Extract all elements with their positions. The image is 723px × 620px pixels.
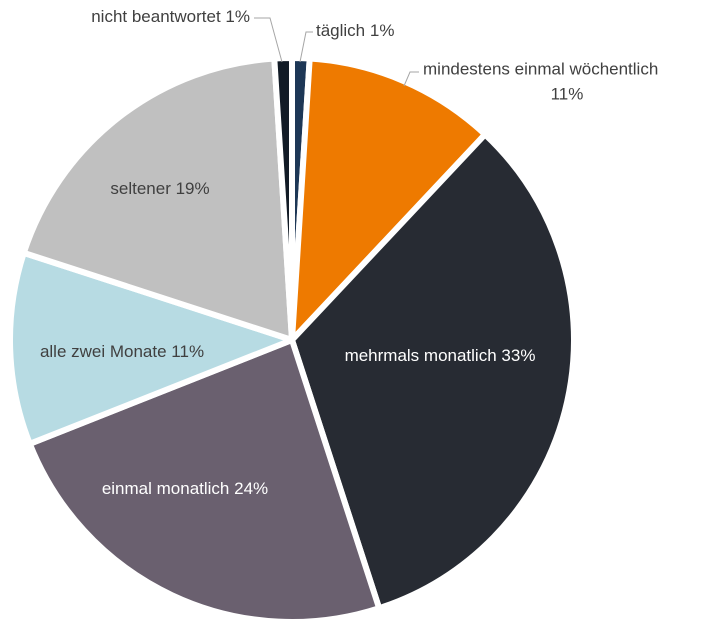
- category-label: alle zwei Monate: [40, 342, 167, 361]
- value-label: 19%: [176, 179, 210, 198]
- slice-label: täglich 1%: [316, 21, 394, 40]
- slice-label: mindestens einmal wöchentlich: [423, 59, 658, 78]
- slice-label: nicht beantwortet 1%: [91, 7, 250, 26]
- category-label: täglich: [316, 21, 365, 40]
- pie-slice: [289, 55, 489, 343]
- pie-slice: [289, 131, 577, 612]
- value-label: 24%: [234, 479, 268, 498]
- category-label: mehrmals monatlich: [345, 346, 497, 365]
- pie-slice: [7, 249, 295, 447]
- value-label: 1%: [370, 21, 395, 40]
- value-label: 11%: [171, 342, 204, 361]
- category-label: seltener: [110, 179, 171, 198]
- category-label: einmal monatlich: [102, 479, 230, 498]
- slice-label: alle zwei Monate 11%: [40, 342, 204, 361]
- value-label: 11%: [551, 84, 584, 103]
- slice-label: mehrmals monatlich 33%: [345, 346, 536, 365]
- leader-line: [254, 17, 283, 63]
- pie-slice: [271, 55, 295, 343]
- leader-line: [299, 31, 313, 63]
- leader-line: [403, 71, 419, 87]
- slice-label: einmal monatlich 24%: [102, 479, 268, 498]
- slice-label: seltener 19%: [110, 179, 209, 198]
- value-label: 1%: [225, 7, 250, 26]
- pie-slice: [20, 55, 295, 343]
- value-label: 33%: [501, 346, 535, 365]
- category-label: nicht beantwortet: [91, 7, 221, 26]
